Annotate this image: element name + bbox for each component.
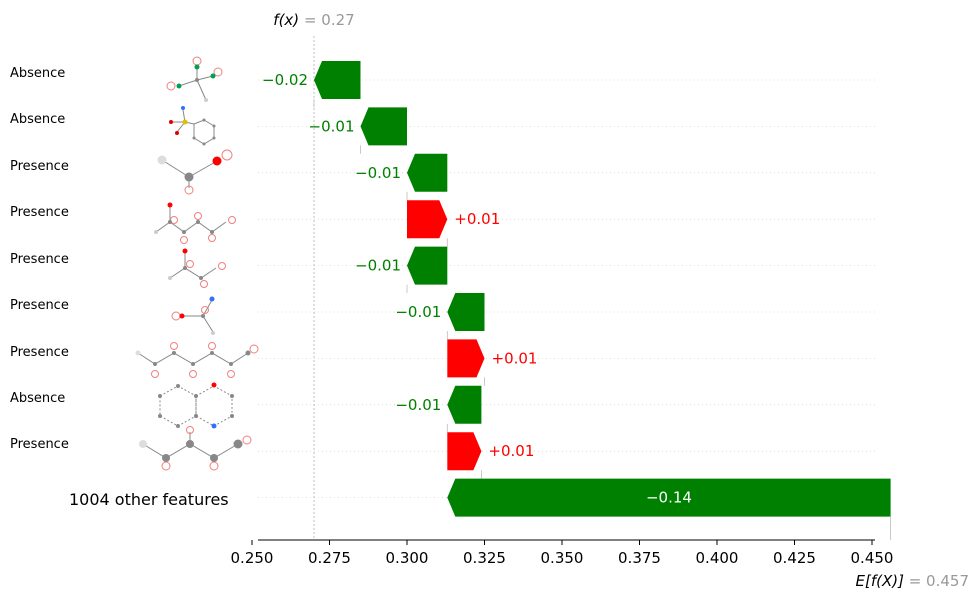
positive-bar <box>447 339 485 378</box>
row-label-2: Absence <box>10 112 66 127</box>
molecule-fragment-icon <box>169 106 216 146</box>
row-label-5: Presence <box>10 252 69 267</box>
molecule-fragment-icon <box>157 149 233 195</box>
negative-bar <box>407 153 448 192</box>
x-tick-label: 0.375 <box>618 549 661 567</box>
bar-value-label: −0.01 <box>355 257 401 275</box>
x-tick-label: 0.325 <box>463 549 506 567</box>
negative-bar <box>314 61 361 99</box>
negative-bar <box>407 246 448 285</box>
x-tick-label: 0.300 <box>386 549 429 567</box>
row-label-9: Presence <box>10 437 69 452</box>
row-label-7: Presence <box>10 345 69 360</box>
molecule-fragment-icon <box>168 248 226 288</box>
negative-bar <box>447 293 485 331</box>
molecule-fragment-icon <box>171 296 215 335</box>
bar-value-label: −0.02 <box>262 71 308 89</box>
molecule-fragment-icon <box>158 382 234 429</box>
row-label-6: Presence <box>10 298 69 313</box>
molecule-fragment-icon <box>139 426 252 471</box>
x-tick-label: 0.250 <box>231 549 274 567</box>
x-tick-label: 0.425 <box>773 549 816 567</box>
molecule-fragment-icon <box>154 202 236 244</box>
bar-value-label: +0.01 <box>492 349 538 367</box>
negative-bar <box>447 478 891 517</box>
row-label-3: Presence <box>10 159 69 174</box>
base-value-annotation: E[f(X)] = 0.457 <box>856 572 970 590</box>
positive-bar <box>447 432 482 471</box>
bar-value-label: +0.01 <box>488 442 534 460</box>
bar-value-label: −0.14 <box>646 489 692 507</box>
x-tick-label: 0.450 <box>851 549 894 567</box>
bar-value-label: −0.01 <box>395 396 441 414</box>
row-label-1: Absence <box>10 66 66 81</box>
row-label-4: Presence <box>10 205 69 220</box>
bar-value-label: −0.01 <box>355 164 401 182</box>
molecule-fragment-icon <box>166 56 223 102</box>
fx-annotation: f(x) = 0.27 <box>273 11 354 29</box>
row-label-8: Absence <box>10 391 66 406</box>
row-label-other: 1004 other features <box>69 490 229 509</box>
x-tick-label: 0.350 <box>541 549 584 567</box>
bar-value-label: +0.01 <box>454 210 500 228</box>
negative-bar <box>360 107 407 146</box>
molecule-fragment-icon <box>135 342 259 378</box>
bar-value-label: −0.01 <box>309 117 355 135</box>
x-tick-label: 0.400 <box>696 549 739 567</box>
bar-value-label: −0.01 <box>395 303 441 321</box>
x-tick-label: 0.275 <box>308 549 351 567</box>
negative-bar <box>447 385 482 424</box>
positive-bar <box>407 200 448 239</box>
